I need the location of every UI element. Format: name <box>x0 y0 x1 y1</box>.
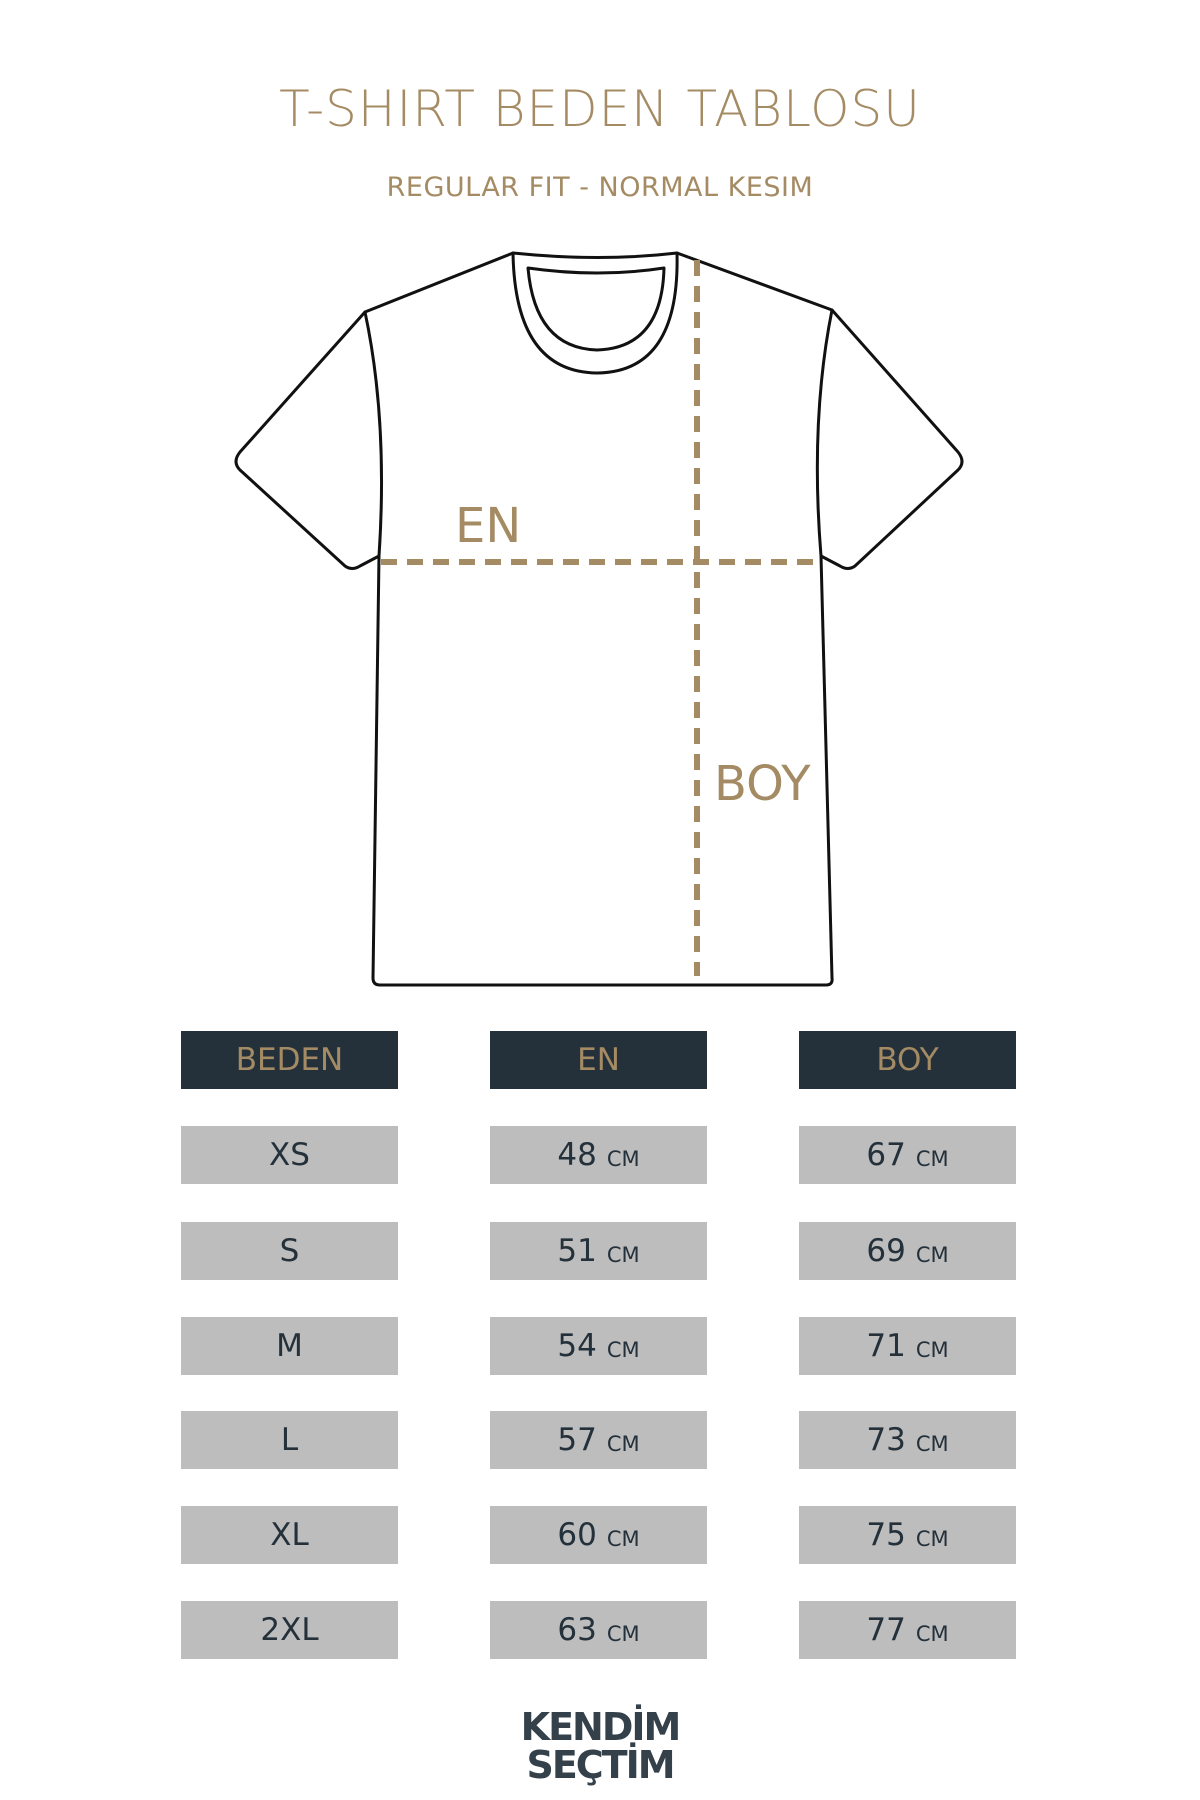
cell-value: 63 <box>557 1612 597 1648</box>
cell-value: 51 <box>557 1233 597 1269</box>
unit-label: CM <box>606 1622 640 1646</box>
table-cell-beden: S <box>181 1222 398 1280</box>
unit-label: CM <box>606 1338 640 1362</box>
page-title: T-SHIRT BEDEN TABLOSU <box>279 80 921 138</box>
table-cell-beden: XL <box>181 1506 398 1564</box>
table-cell-en: 51 CM <box>490 1222 707 1280</box>
header-en: EN <box>490 1031 707 1089</box>
table-cell-en: 60 CM <box>490 1506 707 1564</box>
logo-line-2: SEÇTİM <box>526 1743 675 1787</box>
table-cell-boy: 75 CM <box>799 1506 1016 1564</box>
cell-value: 57 <box>557 1422 597 1458</box>
cell-value: 54 <box>557 1328 597 1364</box>
cell-value: 71 <box>866 1328 906 1364</box>
table-cell-boy: 69 CM <box>799 1222 1016 1280</box>
cell-value: 48 <box>557 1137 597 1173</box>
brand-logo: KENDİM SEÇTİM <box>0 1708 1200 1784</box>
unit-label: CM <box>606 1432 640 1456</box>
unit-label: CM <box>915 1338 949 1362</box>
table-cell-en: 54 CM <box>490 1317 707 1375</box>
cell-value: L <box>280 1422 299 1458</box>
cell-value: 77 <box>866 1612 906 1648</box>
cell-value: 69 <box>866 1233 906 1269</box>
cell-value: 2XL <box>260 1612 319 1648</box>
length-label: BOY <box>714 756 811 812</box>
table-cell-beden: M <box>181 1317 398 1375</box>
unit-label: CM <box>915 1432 949 1456</box>
unit-label: CM <box>915 1527 949 1551</box>
width-label: EN <box>455 498 522 554</box>
header-boy: BOY <box>799 1031 1016 1089</box>
table-cell-boy: 71 CM <box>799 1317 1016 1375</box>
header-beden: BEDEN <box>181 1031 398 1089</box>
cell-value: M <box>276 1328 303 1364</box>
unit-label: CM <box>915 1243 949 1267</box>
cell-value: S <box>279 1233 300 1269</box>
logo-line-1: KENDİM <box>520 1705 682 1749</box>
collar-inner <box>526 266 666 352</box>
table-cell-en: 57 CM <box>490 1411 707 1469</box>
cell-value: 73 <box>866 1422 906 1458</box>
unit-label: CM <box>606 1243 640 1267</box>
page-subtitle: REGULAR FIT - NORMAL KESIM <box>386 172 814 203</box>
table-cell-beden: XS <box>181 1126 398 1184</box>
unit-label: CM <box>606 1527 640 1551</box>
unit-label: CM <box>915 1147 949 1171</box>
unit-label: CM <box>606 1147 640 1171</box>
tshirt-diagram <box>234 251 964 987</box>
table-cell-beden: L <box>181 1411 398 1469</box>
collar-outer <box>511 251 679 375</box>
unit-label: CM <box>915 1622 949 1646</box>
cell-value: 60 <box>557 1517 597 1553</box>
table-cell-en: 63 CM <box>490 1601 707 1659</box>
table-cell-boy: 67 CM <box>799 1126 1016 1184</box>
table-cell-boy: 77 CM <box>799 1601 1016 1659</box>
cell-value: 75 <box>866 1517 906 1553</box>
table-cell-beden: 2XL <box>181 1601 398 1659</box>
table-cell-en: 48 CM <box>490 1126 707 1184</box>
cell-value: XL <box>270 1517 309 1553</box>
tshirt-outline <box>234 251 964 987</box>
left-sleeve-seam <box>363 310 383 558</box>
cell-value: XS <box>269 1137 310 1173</box>
right-sleeve-seam <box>815 308 834 558</box>
cell-value: 67 <box>866 1137 906 1173</box>
table-cell-boy: 73 CM <box>799 1411 1016 1469</box>
